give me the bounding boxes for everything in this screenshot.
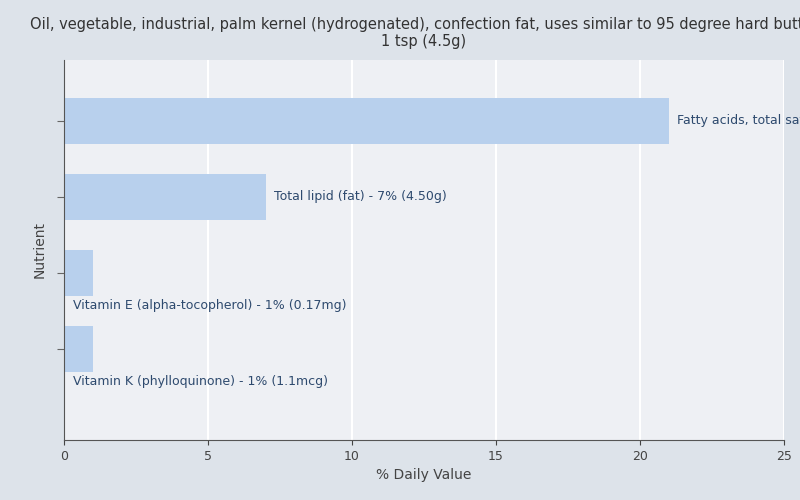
Title: Oil, vegetable, industrial, palm kernel (hydrogenated), confection fat, uses sim: Oil, vegetable, industrial, palm kernel … [30, 16, 800, 49]
X-axis label: % Daily Value: % Daily Value [376, 468, 472, 482]
Text: Vitamin E (alpha-tocopherol) - 1% (0.17mg): Vitamin E (alpha-tocopherol) - 1% (0.17m… [73, 300, 346, 312]
Bar [64, 250, 93, 296]
Text: Total lipid (fat) - 7% (4.50g): Total lipid (fat) - 7% (4.50g) [274, 190, 447, 203]
Y-axis label: Nutrient: Nutrient [33, 222, 46, 278]
Bar [64, 326, 93, 372]
Bar [64, 174, 266, 220]
Bar [64, 98, 669, 144]
Text: Fatty acids, total saturated - 21% (4.217g): Fatty acids, total saturated - 21% (4.21… [678, 114, 800, 128]
Text: Vitamin K (phylloquinone) - 1% (1.1mcg): Vitamin K (phylloquinone) - 1% (1.1mcg) [73, 376, 328, 388]
